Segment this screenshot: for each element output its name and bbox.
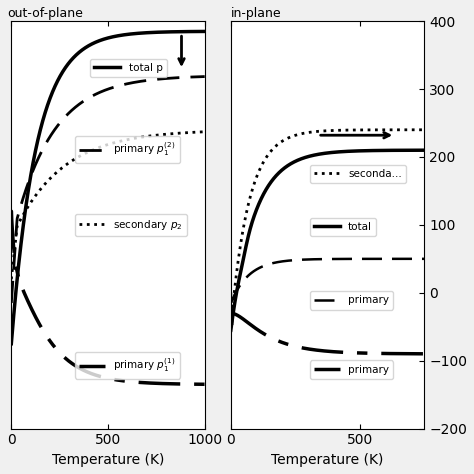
X-axis label: Temperature (K): Temperature (K) (52, 453, 164, 467)
Text: out-of-plane: out-of-plane (8, 7, 83, 20)
Legend: primary: primary (310, 361, 393, 379)
Text: in-plane: in-plane (231, 7, 282, 20)
Legend: primary $p_1^{(1)}$: primary $p_1^{(1)}$ (74, 352, 180, 379)
X-axis label: Temperature (K): Temperature (K) (271, 453, 383, 467)
